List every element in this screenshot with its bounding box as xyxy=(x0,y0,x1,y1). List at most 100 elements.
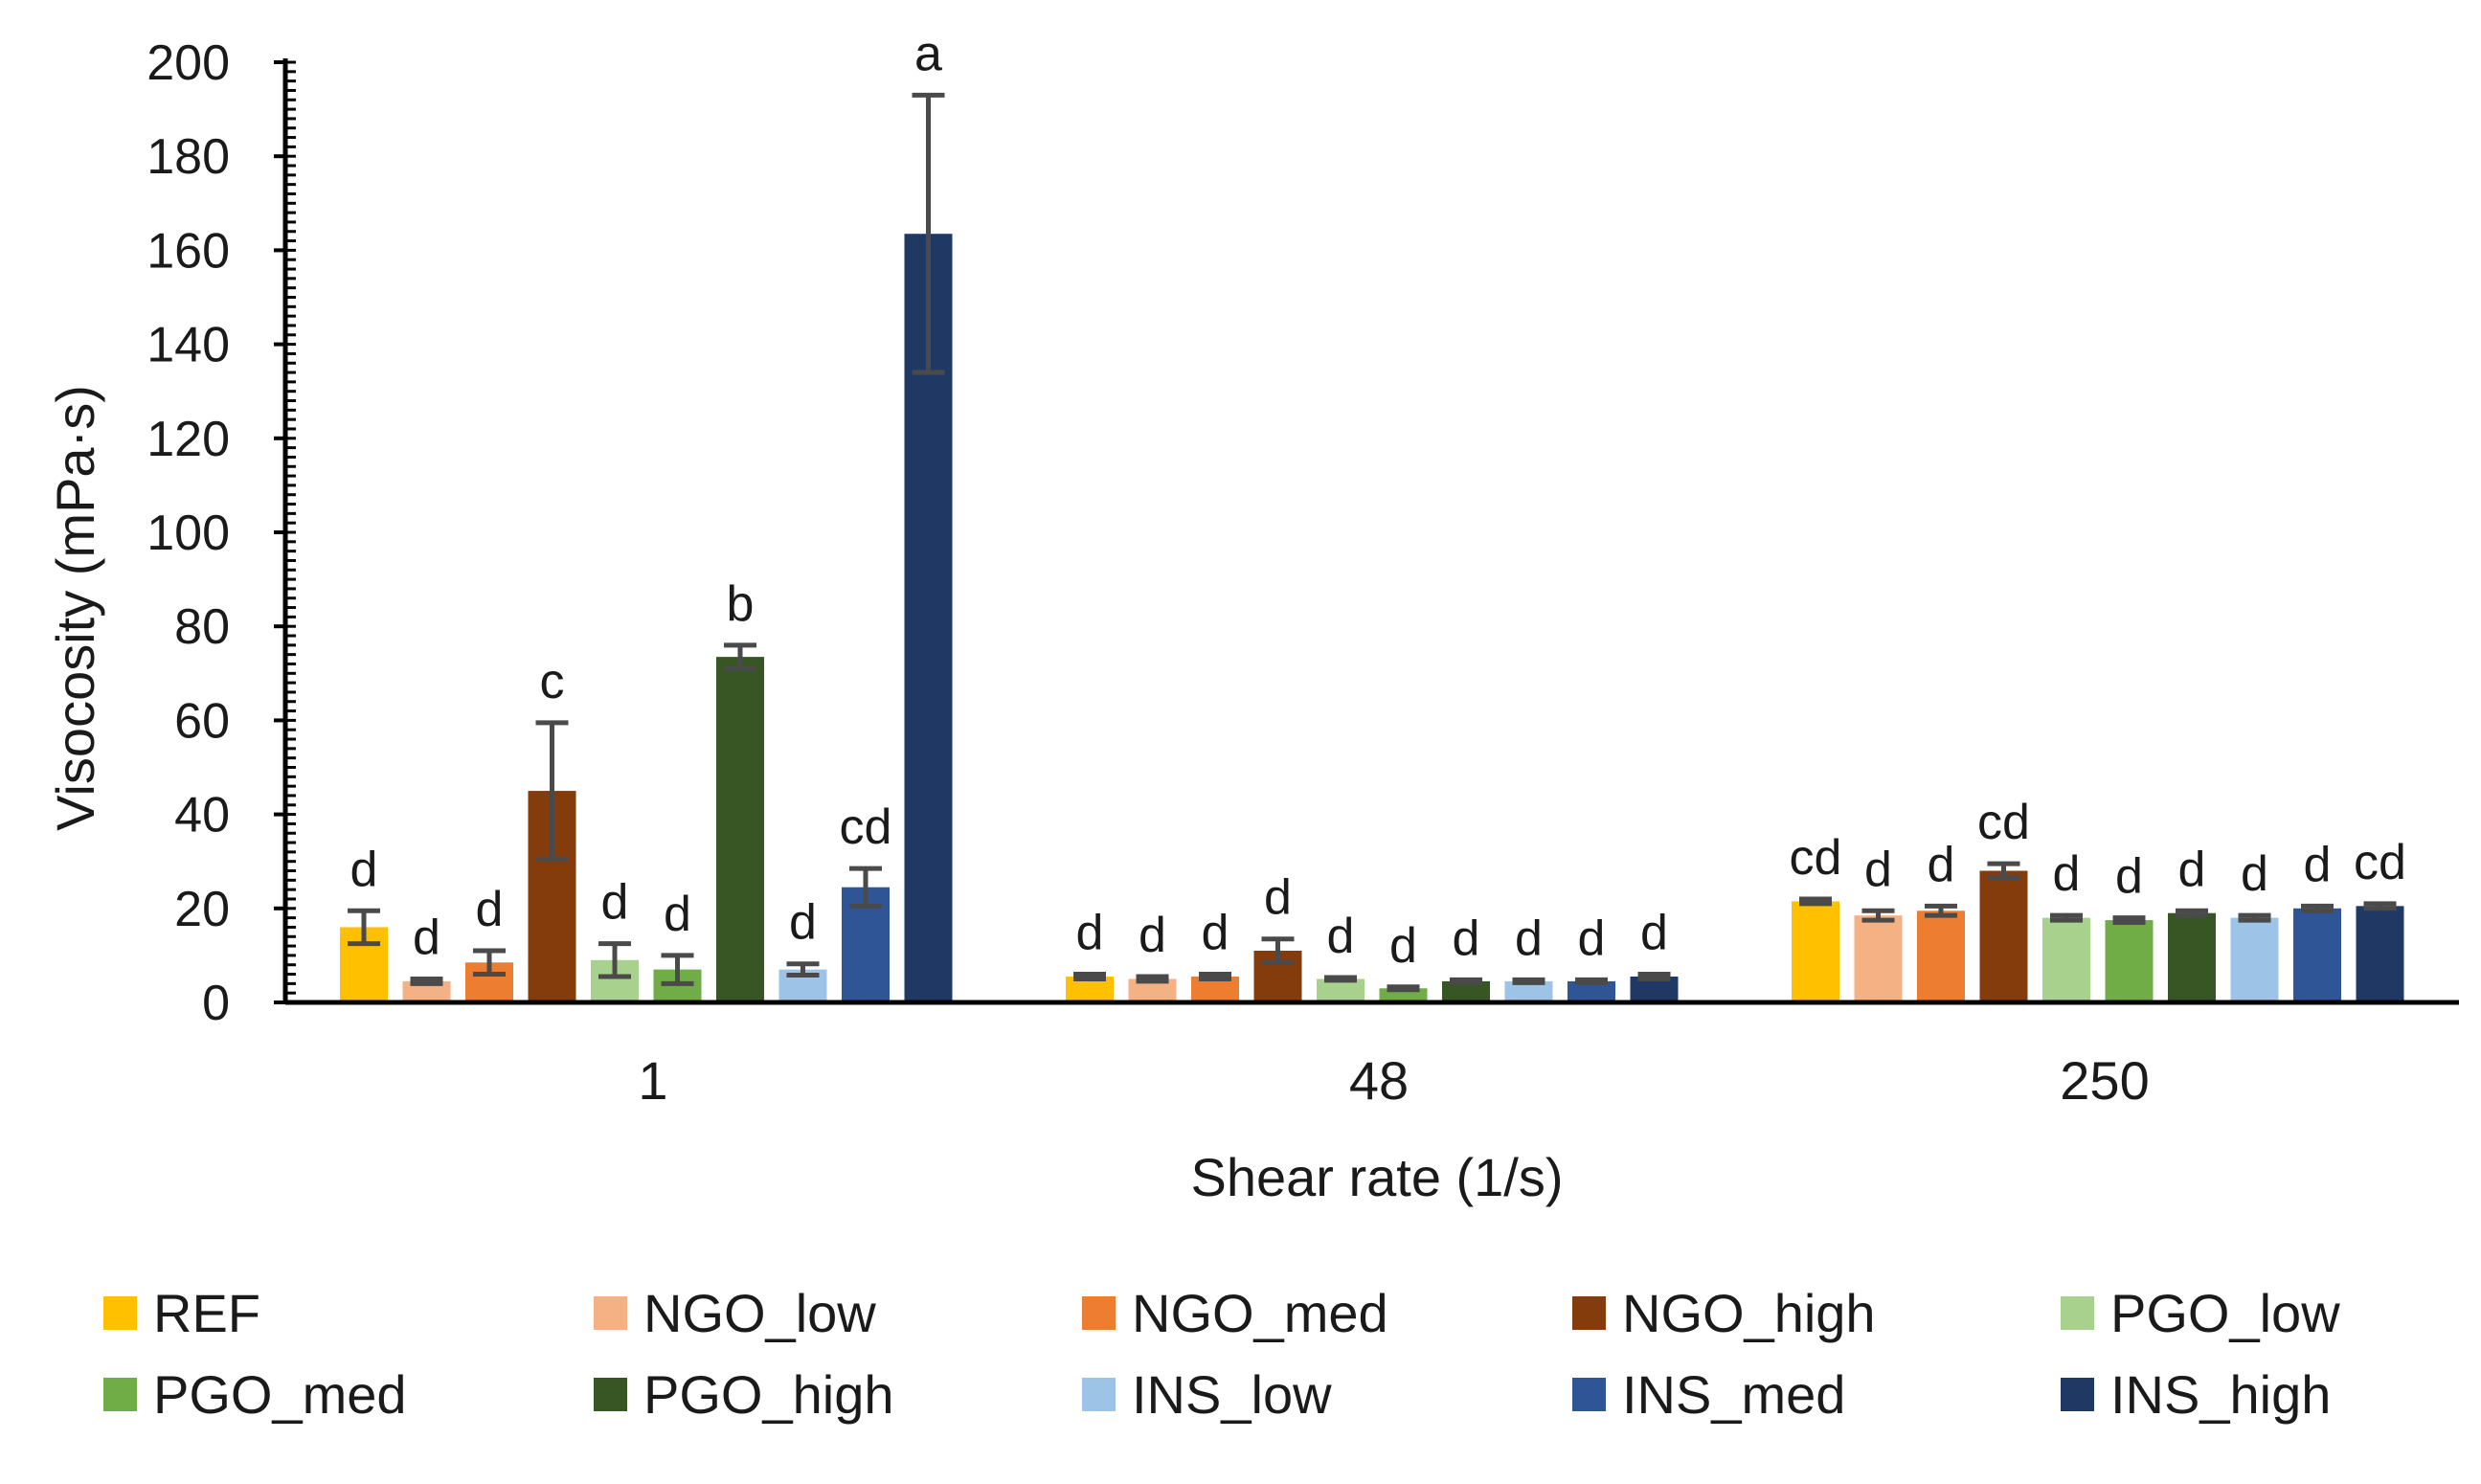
error-bar-NGO_low-1 xyxy=(410,976,443,986)
legend-item-REF: REF xyxy=(103,1283,260,1343)
significance-label-NGO_med-48: d xyxy=(1202,906,1229,961)
legend-item-NGO_high: NGO_high xyxy=(1572,1283,1876,1343)
y-tick-label-80: 80 xyxy=(174,599,230,655)
bar-NGO_low-1 xyxy=(402,980,451,1002)
significance-label-NGO_med-250: d xyxy=(1928,837,1955,892)
error-bar-PGO_low-250 xyxy=(2050,912,2083,923)
legend-label-NGO_high: NGO_high xyxy=(1622,1283,1876,1343)
legend-item-INS_low: INS_low xyxy=(1082,1364,1332,1425)
error-bar-INS_low-1 xyxy=(786,961,820,978)
legend-item-INS_med: INS_med xyxy=(1572,1364,1845,1425)
significance-label-PGO_low-1: d xyxy=(601,875,629,931)
legend-item-PGO_high: PGO_high xyxy=(594,1364,894,1425)
significance-label-REF-1: d xyxy=(350,842,378,897)
bar-PGO_high-250 xyxy=(2168,912,2216,1002)
y-tick-label-140: 140 xyxy=(147,318,230,373)
legend-label-INS_high: INS_high xyxy=(2110,1364,2331,1425)
significance-label-NGO_high-48: d xyxy=(1264,870,1292,926)
error-bar-NGO_med-1 xyxy=(473,948,506,978)
significance-label-PGO_med-48: d xyxy=(1389,918,1417,974)
error-bar-INS_med-1 xyxy=(849,866,882,909)
error-bar-NGO_low-250 xyxy=(1861,908,1895,923)
legend-label-PGO_med: PGO_med xyxy=(153,1364,407,1425)
legend-swatch-PGO_low xyxy=(2061,1296,2094,1330)
error-bar-PGO_med-48 xyxy=(1387,984,1420,993)
bar-INS_low-250 xyxy=(2230,917,2279,1002)
legend-label-INS_low: INS_low xyxy=(1132,1364,1332,1425)
legend-label-PGO_low: PGO_low xyxy=(2110,1283,2340,1343)
legend-swatch-NGO_high xyxy=(1572,1296,1606,1330)
error-bar-NGO_high-48 xyxy=(1261,936,1295,965)
legend-label-REF: REF xyxy=(153,1283,260,1343)
legend-label-PGO_high: PGO_high xyxy=(643,1364,894,1425)
error-bar-NGO_low-48 xyxy=(1136,974,1169,984)
error-bar-INS_med-48 xyxy=(1575,977,1608,985)
x-tick-label-1: 1 xyxy=(638,1050,667,1111)
significance-label-INS_low-48: d xyxy=(1515,911,1543,966)
error-bars-layer xyxy=(348,92,2397,993)
error-bar-NGO_high-250 xyxy=(1987,861,2020,881)
significance-label-INS_med-48: d xyxy=(1578,911,1606,966)
axes-layer: 1 48 250 0 20 40 60 80 100 120 140 160 180 200 xyxy=(147,35,2459,1111)
bar-NGO_low-250 xyxy=(1854,915,1903,1002)
bar-NGO_high-250 xyxy=(1979,870,2028,1002)
error-bar-PGO_high-48 xyxy=(1450,977,1482,985)
significance-label-REF-48: d xyxy=(1076,906,1104,961)
legend-label-NGO_low: NGO_low xyxy=(643,1283,876,1343)
legend-item-NGO_low: NGO_low xyxy=(594,1283,876,1343)
legend-swatch-INS_med xyxy=(1572,1378,1606,1411)
significance-label-PGO_high-1: b xyxy=(727,576,755,632)
significance-label-PGO_med-1: d xyxy=(664,887,691,942)
x-tick-label-250: 250 xyxy=(2060,1050,2149,1111)
significance-label-NGO_high-250: cd xyxy=(1977,795,2030,850)
legend: REF NGO_low NGO_med NGO_high PGO_low PGO_med P… xyxy=(103,1283,2340,1425)
significance-label-REF-250: cd xyxy=(1790,830,1842,886)
error-bar-PGO_med-250 xyxy=(2112,915,2146,926)
x-axis-title: Shear rate (1/s) xyxy=(1190,1147,1563,1207)
legend-swatch-INS_low xyxy=(1082,1378,1116,1411)
significance-label-PGO_high-48: d xyxy=(1453,911,1480,966)
y-tick-label-60: 60 xyxy=(174,693,230,749)
significance-label-PGO_med-250: d xyxy=(2115,849,2143,905)
error-bar-INS_high-1 xyxy=(912,92,945,375)
significance-label-PGO_high-250: d xyxy=(2178,842,2206,897)
legend-item-INS_high: INS_high xyxy=(2061,1364,2331,1425)
legend-swatch-INS_high xyxy=(2061,1378,2094,1411)
error-bar-INS_high-48 xyxy=(1637,972,1671,981)
significance-label-INS_med-1: cd xyxy=(840,799,892,855)
significance-label-INS_med-250: d xyxy=(2304,837,2332,892)
significance-label-INS_low-250: d xyxy=(2241,846,2268,902)
bar-PGO_high-1 xyxy=(716,657,764,1002)
legend-item-PGO_med: PGO_med xyxy=(103,1364,407,1425)
bar-PGO_high-48 xyxy=(1442,980,1490,1002)
significance-label-NGO_low-1: d xyxy=(413,910,440,965)
bar-PGO_med-250 xyxy=(2105,920,2154,1002)
error-bar-INS_med-250 xyxy=(2301,903,2334,913)
y-tick-label-200: 200 xyxy=(147,35,230,91)
error-bar-INS_low-250 xyxy=(2238,912,2271,923)
significance-label-INS_high-1: a xyxy=(914,26,942,81)
y-tick-label-40: 40 xyxy=(174,788,230,843)
legend-label-NGO_med: NGO_med xyxy=(1132,1283,1388,1343)
error-bar-PGO_low-1 xyxy=(598,941,631,979)
bar-PGO_low-250 xyxy=(2042,917,2090,1002)
legend-swatch-PGO_med xyxy=(103,1378,137,1411)
error-bar-NGO_med-250 xyxy=(1925,903,1957,918)
error-bar-INS_low-48 xyxy=(1512,977,1545,985)
significance-label-NGO_low-48: d xyxy=(1139,908,1166,963)
error-bar-REF-250 xyxy=(1799,896,1832,907)
error-bar-NGO_med-48 xyxy=(1199,972,1231,981)
significance-label-INS_low-1: d xyxy=(789,895,817,951)
bars-layer xyxy=(340,234,2404,1003)
legend-item-PGO_low: PGO_low xyxy=(2061,1283,2340,1343)
y-tick-label-0: 0 xyxy=(202,976,230,1031)
error-bar-NGO_high-1 xyxy=(535,720,569,862)
significance-label-INS_high-48: d xyxy=(1640,906,1668,961)
legend-swatch-PGO_high xyxy=(594,1378,627,1411)
error-bar-PGO_low-48 xyxy=(1324,975,1357,983)
significance-label-PGO_low-48: d xyxy=(1327,909,1355,964)
bar-INS_low-48 xyxy=(1504,980,1553,1002)
bar-NGO_med-250 xyxy=(1917,911,1965,1002)
legend-swatch-NGO_low xyxy=(594,1296,627,1330)
